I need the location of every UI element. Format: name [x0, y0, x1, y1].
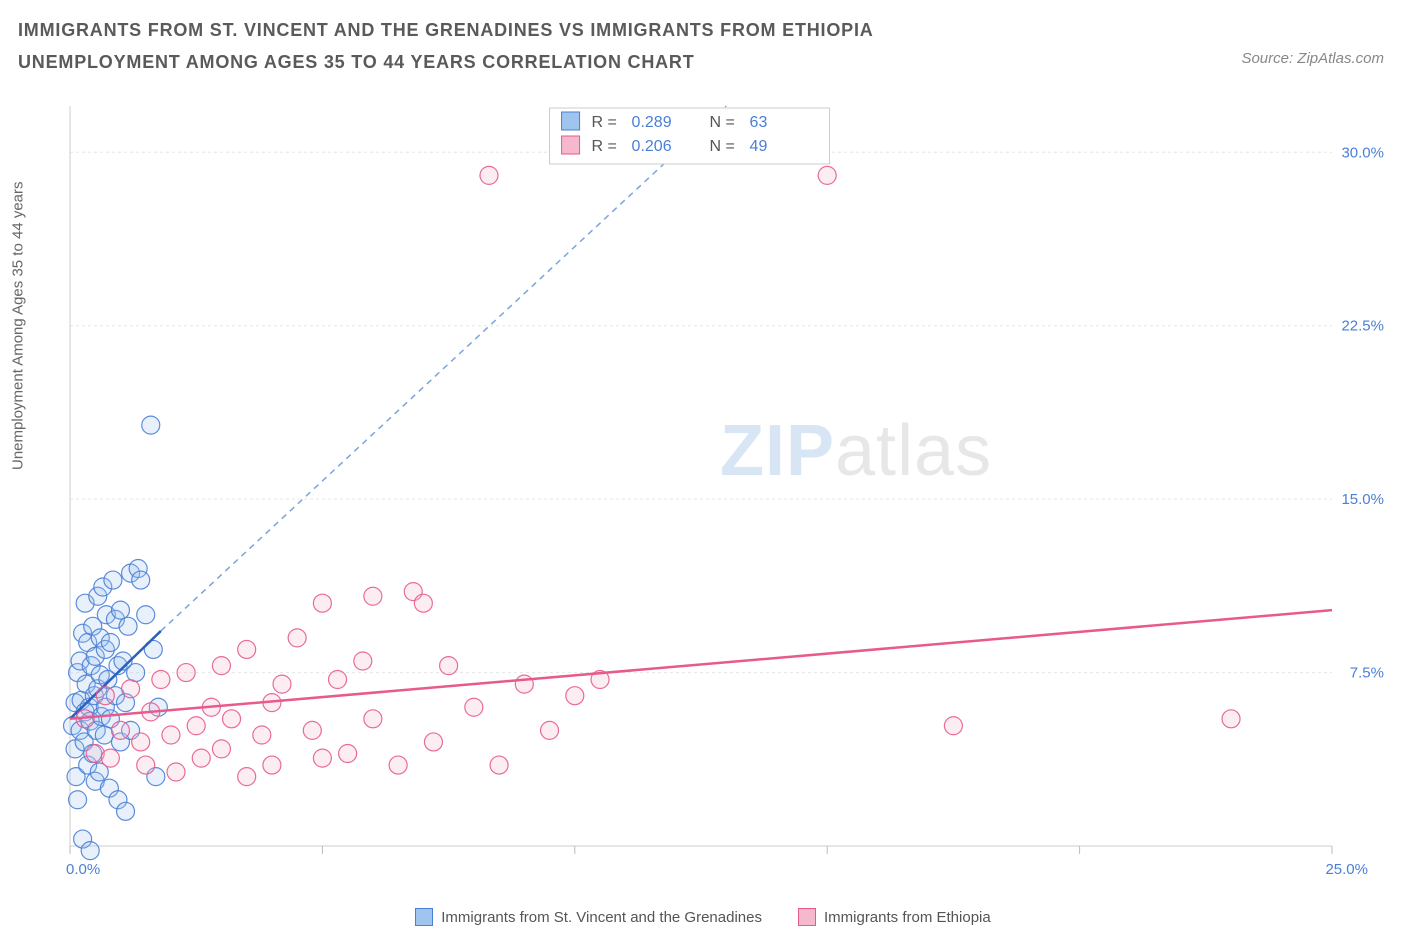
legend-swatch [415, 908, 433, 926]
svg-text:R =: R = [592, 138, 617, 155]
chart-title: IMMIGRANTS FROM ST. VINCENT AND THE GREN… [18, 14, 1018, 79]
legend-item: Immigrants from Ethiopia [798, 908, 991, 926]
legend-item: Immigrants from St. Vincent and the Gren… [415, 908, 762, 926]
legend-label: Immigrants from St. Vincent and the Gren… [441, 909, 762, 926]
svg-text:30.0%: 30.0% [1341, 144, 1384, 161]
svg-text:49: 49 [750, 138, 768, 155]
svg-text:22.5%: 22.5% [1341, 318, 1384, 335]
bottom-legend: Immigrants from St. Vincent and the Gren… [0, 908, 1406, 926]
svg-text:15.0%: 15.0% [1341, 491, 1384, 508]
svg-text:N =: N = [710, 114, 735, 131]
svg-text:63: 63 [750, 114, 768, 131]
source-attribution: Source: ZipAtlas.com [1241, 50, 1384, 67]
svg-text:0.206: 0.206 [632, 138, 672, 155]
svg-text:0.289: 0.289 [632, 114, 672, 131]
legend-label: Immigrants from Ethiopia [824, 909, 991, 926]
y-axis-label: Unemployment Among Ages 35 to 44 years [10, 181, 27, 470]
svg-text:R =: R = [592, 114, 617, 131]
svg-text:N =: N = [710, 138, 735, 155]
svg-text:0.0%: 0.0% [66, 861, 100, 878]
scatter-plot: 7.5% 15.0% 22.5% 30.0% 0.0% 25.0% R = 0.289 N = 6… [62, 98, 1392, 888]
svg-text:25.0%: 25.0% [1325, 861, 1368, 878]
svg-text:7.5%: 7.5% [1350, 665, 1384, 682]
legend-swatch [798, 908, 816, 926]
chart-container: IMMIGRANTS FROM ST. VINCENT AND THE GREN… [0, 0, 1406, 930]
